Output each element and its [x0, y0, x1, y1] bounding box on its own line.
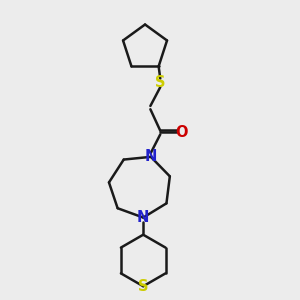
Text: N: N [145, 149, 157, 164]
Text: S: S [138, 279, 148, 294]
Text: N: N [137, 210, 149, 225]
Text: O: O [176, 125, 188, 140]
Text: S: S [155, 75, 166, 90]
